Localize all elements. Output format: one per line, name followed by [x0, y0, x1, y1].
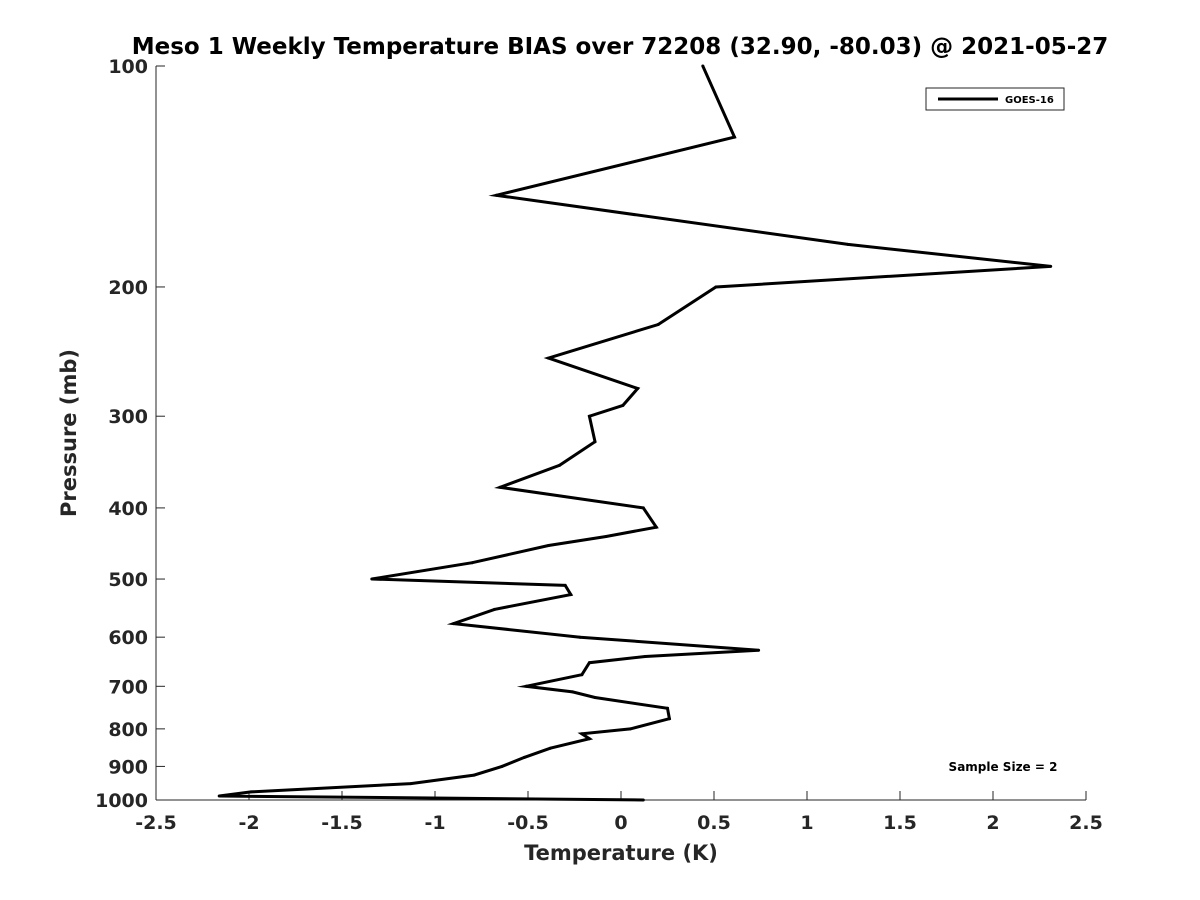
x-tick-label: 1.5	[883, 812, 917, 834]
data-point	[547, 544, 550, 547]
x-tick-label: 0	[614, 812, 627, 834]
data-point	[636, 387, 640, 390]
data-point	[409, 782, 413, 786]
axes	[155, 66, 1086, 801]
y-tick-label: 600	[108, 627, 148, 649]
x-tick-label: -1	[424, 812, 445, 834]
data-point	[846, 242, 850, 246]
data-point	[548, 746, 552, 750]
data-point	[701, 64, 705, 68]
legend: GOES-16	[925, 87, 1065, 111]
data-point	[563, 583, 567, 587]
data-point	[470, 561, 474, 565]
data-point	[569, 593, 573, 597]
x-ticks: -2.5 -2 -1.5 -1 -0.5 0 0.5 1 1.5 2 2.5	[135, 791, 1103, 834]
x-tick-label: -1.5	[321, 812, 363, 834]
data-point	[587, 661, 591, 665]
x-tick-label: -2	[238, 812, 259, 834]
data-point	[666, 706, 669, 710]
y-tick-label: 700	[108, 676, 148, 698]
data-point	[452, 622, 456, 626]
data-point	[587, 737, 591, 741]
x-tick-label: 0.5	[697, 812, 731, 834]
y-tick-label: 900	[108, 756, 148, 778]
data-point	[1049, 264, 1053, 268]
y-tick-label: 100	[108, 56, 148, 78]
data-point	[593, 440, 597, 444]
data-point	[524, 684, 528, 688]
data-point	[604, 535, 608, 538]
x-axis-label: Temperature (K)	[524, 841, 718, 865]
data-point	[757, 648, 761, 652]
series-line-goes-16	[219, 65, 1051, 802]
data-point	[656, 323, 660, 326]
data-point	[522, 755, 526, 759]
data-point	[587, 414, 591, 418]
data-point	[547, 356, 550, 360]
data-point	[714, 285, 718, 289]
data-point	[643, 655, 647, 658]
data-point	[654, 525, 658, 529]
data-point	[641, 506, 645, 510]
data-point	[217, 794, 221, 798]
data-point	[249, 790, 253, 794]
data-point	[667, 717, 671, 721]
data-point	[494, 193, 498, 197]
data-point	[733, 135, 736, 139]
data-point	[498, 485, 502, 489]
x-tick-label: -2.5	[135, 812, 177, 834]
data-point	[558, 463, 562, 467]
x-tick-label: 2	[986, 812, 999, 834]
y-tick-label: 1000	[95, 790, 148, 812]
x-tick-label: -0.5	[507, 812, 549, 834]
y-tick-label: 500	[108, 569, 148, 591]
data-point	[580, 673, 584, 677]
chart-title: Meso 1 Weekly Temperature BIAS over 7220…	[132, 34, 1109, 60]
sample-size-annotation: Sample Size = 2	[949, 760, 1058, 774]
data-point	[641, 798, 645, 802]
data-point	[370, 577, 374, 581]
series-layer	[217, 64, 1053, 802]
data-point	[500, 764, 504, 768]
y-axis-label: Pressure (mb)	[57, 349, 81, 517]
data-point	[493, 607, 496, 611]
data-point	[578, 635, 582, 639]
x-tick-label: 2.5	[1069, 812, 1103, 834]
data-point	[628, 727, 632, 731]
legend-label-goes-16: GOES-16	[1005, 95, 1054, 106]
y-tick-label: 200	[108, 277, 148, 299]
y-tick-label: 800	[108, 719, 148, 741]
y-tick-label: 400	[108, 498, 148, 520]
y-tick-label: 300	[108, 406, 148, 428]
data-point	[580, 732, 584, 736]
data-point	[571, 690, 575, 694]
x-tick-label: 1	[800, 812, 813, 834]
y-ticks: 100 200 300 400 500 600 700 800 900 1000	[95, 56, 165, 812]
data-point	[472, 773, 476, 777]
data-point	[621, 403, 625, 407]
data-point	[593, 696, 597, 699]
